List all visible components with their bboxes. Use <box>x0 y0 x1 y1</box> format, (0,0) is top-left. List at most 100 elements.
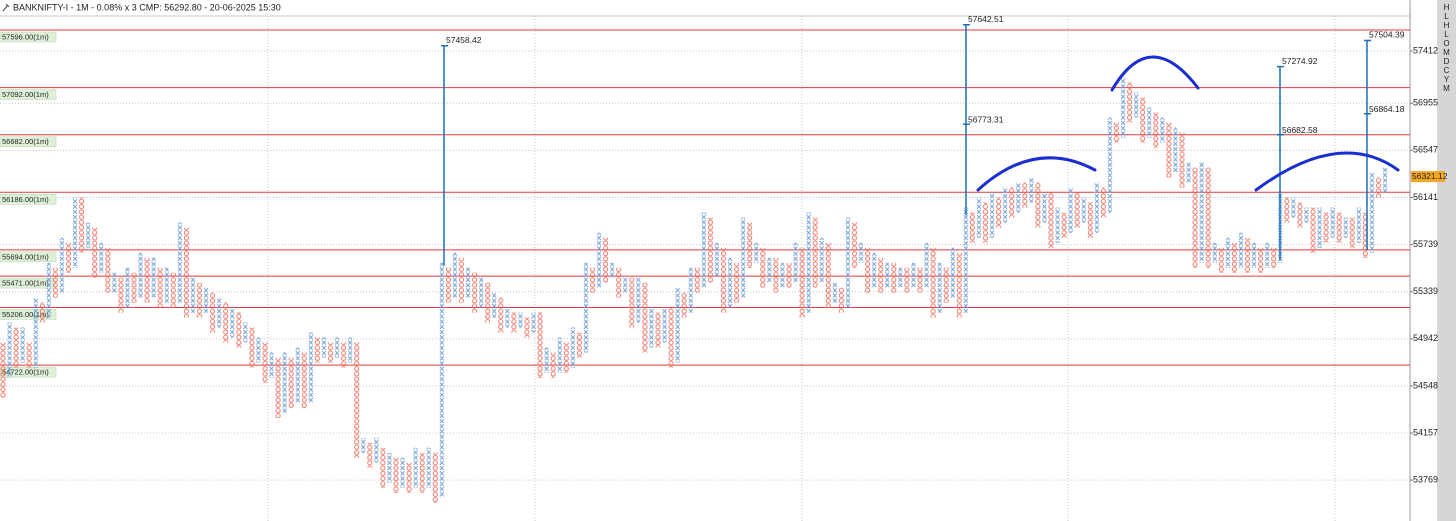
o-column <box>287 357 295 409</box>
o-column <box>864 247 871 293</box>
x-column <box>268 352 275 378</box>
x-column <box>674 287 681 363</box>
side-letter: O <box>1443 39 1449 48</box>
o-column <box>405 462 413 493</box>
x-column <box>1368 172 1376 253</box>
x-column <box>661 307 668 343</box>
x-column <box>818 237 826 283</box>
y-tick-label: 55339 <box>1413 286 1438 296</box>
x-column <box>1145 107 1153 138</box>
x-column <box>1001 187 1009 223</box>
o-column <box>1073 192 1081 228</box>
o-column <box>52 267 59 298</box>
x-column <box>242 322 249 343</box>
o-column <box>78 197 85 253</box>
x-column <box>897 267 904 288</box>
o-column <box>248 327 256 368</box>
x-column <box>988 192 996 238</box>
o-column <box>1152 112 1160 148</box>
x-column <box>1093 182 1101 233</box>
x-column <box>294 347 302 403</box>
x-column <box>399 457 406 488</box>
o-column <box>1335 212 1343 243</box>
o-column <box>825 242 832 308</box>
x-column <box>307 332 315 403</box>
o-column <box>1034 182 1042 228</box>
o-column <box>156 267 164 308</box>
x-column <box>477 277 485 308</box>
arc <box>1254 151 1400 192</box>
x-column <box>1172 127 1179 173</box>
x-column <box>752 242 760 263</box>
o-column <box>549 352 557 378</box>
o-column <box>942 267 950 303</box>
o-column <box>497 297 505 333</box>
x-column <box>255 337 262 363</box>
o-column <box>1113 122 1120 143</box>
o-column <box>654 312 662 348</box>
o-column <box>877 257 884 293</box>
o-column <box>576 332 583 358</box>
side-letter: H <box>1444 3 1450 12</box>
x-column <box>1303 207 1310 223</box>
o-column <box>510 312 518 333</box>
level-label-box <box>0 31 57 43</box>
o-column <box>916 267 924 293</box>
x-column <box>1355 207 1363 243</box>
x-column <box>137 252 144 298</box>
o-column <box>261 342 269 383</box>
side-letter: Y <box>1444 75 1450 84</box>
x-column <box>124 267 131 308</box>
o-column <box>340 342 347 368</box>
x-column <box>700 212 708 288</box>
o-column <box>65 242 72 273</box>
x-column <box>45 262 53 318</box>
x-column <box>1014 182 1022 213</box>
x-column <box>530 312 537 333</box>
o-column <box>772 257 780 293</box>
x-column <box>333 337 341 358</box>
x-column <box>713 242 721 278</box>
o-column <box>1244 237 1251 273</box>
count-target-label: 57458.42 <box>446 35 482 45</box>
hand-drawn-arcs <box>976 55 1400 192</box>
x-column <box>949 247 957 298</box>
count-target-label: 56682.58 <box>1282 125 1318 135</box>
o-column <box>1270 247 1277 268</box>
o-column <box>1362 212 1369 258</box>
x-column <box>1290 197 1297 218</box>
x-column <box>857 242 865 263</box>
o-column <box>445 267 452 303</box>
x-column <box>648 307 655 348</box>
side-letter: H <box>1444 21 1450 30</box>
count-target-label: 57274.92 <box>1282 56 1318 66</box>
y-tick-label: 56141 <box>1413 192 1438 202</box>
level-label-box <box>0 89 57 100</box>
x-column <box>228 307 236 338</box>
o-column <box>1021 182 1029 208</box>
o-column <box>1257 247 1264 273</box>
x-column <box>1185 162 1192 183</box>
x-column <box>438 262 446 498</box>
x-column <box>359 437 367 453</box>
x-column <box>1106 117 1114 213</box>
count-target-label: 57642.51 <box>968 14 1004 24</box>
x-column <box>779 262 786 288</box>
o-column <box>130 272 138 303</box>
o-column <box>641 282 649 353</box>
x-column <box>1224 237 1232 268</box>
side-letter: M <box>1443 84 1450 93</box>
x-column <box>425 447 433 488</box>
o-column <box>1322 212 1330 243</box>
o-column <box>1349 217 1356 248</box>
o-column <box>982 202 989 243</box>
level-label-box <box>0 309 57 320</box>
x-column <box>1028 177 1035 203</box>
o-column <box>1178 132 1186 188</box>
x-column <box>1198 162 1205 263</box>
x-column <box>32 297 40 368</box>
o-column <box>183 227 190 318</box>
x-column <box>1381 167 1389 193</box>
o-column <box>851 222 858 268</box>
